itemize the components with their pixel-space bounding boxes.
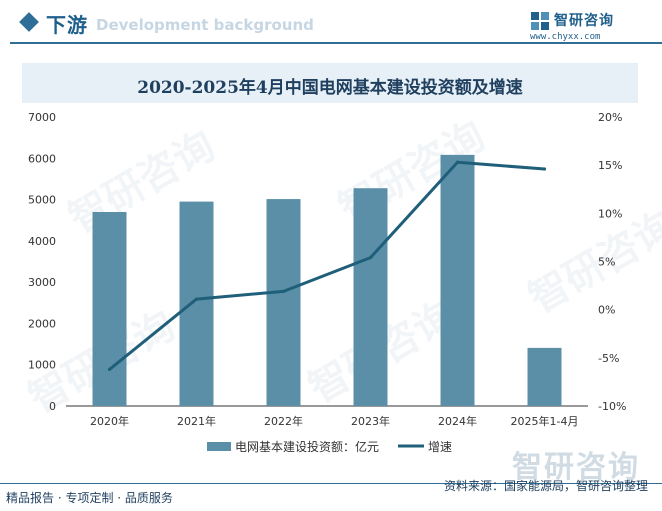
diamond-icon <box>19 12 39 32</box>
legend-bar-label: 电网基本建设投资额：亿元 <box>235 439 379 454</box>
bar <box>353 188 388 406</box>
y-left-tick-label: 7000 <box>28 111 56 124</box>
y-axis-left: 0 1000 2000 3000 4000 5000 6000 7000 <box>28 111 56 413</box>
watermark-logo: 智研咨询 <box>512 450 640 485</box>
y-right-tick-label: 10% <box>598 207 622 220</box>
growth-point <box>542 167 547 171</box>
x-tick-label: 2021年 <box>177 414 216 428</box>
legend: 电网基本建设投资额：亿元 增速 <box>207 439 452 454</box>
growth-point <box>455 160 460 164</box>
x-tick-label: 2023年 <box>351 414 390 428</box>
bar <box>92 211 127 406</box>
logo-name: 智研咨询 <box>554 13 614 29</box>
x-axis-labels: 2020年 2021年 2022年 2023年 2024年 2025年1-4月 <box>90 414 578 428</box>
chart-title: 2020-2025年4月中国电网基本建设投资额及增速 <box>137 78 523 98</box>
footer-divider <box>0 483 662 484</box>
combo-chart: 0 1000 2000 3000 4000 5000 6000 7000 -10% -5% 0% 5… <box>28 111 626 454</box>
y-left-tick-label: 4000 <box>28 235 56 248</box>
x-tick-label: 2024年 <box>438 414 477 428</box>
header-divider <box>10 42 662 44</box>
y-left-tick-label: 5000 <box>28 194 56 207</box>
section-title: 下游 <box>46 13 88 37</box>
bar <box>440 154 475 406</box>
x-tick-label: 2025年1-4月 <box>511 414 579 428</box>
growth-line <box>108 160 545 371</box>
section-header: Development background 下游 智研咨询 www.chyxx… <box>0 0 662 46</box>
y-right-tick-label: 20% <box>598 111 622 124</box>
line-series <box>107 160 547 371</box>
growth-point <box>107 367 112 371</box>
footer-slogan: 精品报告 · 专项定制 · 品质服务 <box>6 491 173 505</box>
y-right-tick-label: 15% <box>598 159 622 172</box>
growth-point <box>194 297 199 301</box>
y-right-tick-label: -10% <box>598 400 626 413</box>
data-source: 资料来源：国家能源局，智研咨询整理 <box>443 479 648 493</box>
growth-point <box>368 256 373 260</box>
bar <box>179 201 214 406</box>
bar <box>527 347 562 406</box>
x-tick-label: 2020年 <box>90 414 129 428</box>
y-left-tick-label: 1000 <box>28 359 56 372</box>
y-left-tick-label: 3000 <box>28 276 56 289</box>
y-left-tick-label: 6000 <box>28 152 56 165</box>
bar <box>266 199 301 406</box>
legend-bar-swatch <box>207 442 231 451</box>
zhiyan-logo-icon <box>531 12 549 30</box>
section-subtitle: Development background <box>96 16 314 34</box>
y-right-tick-label: -5% <box>598 352 619 365</box>
logo: 智研咨询 www.chyxx.com <box>530 10 650 46</box>
y-right-tick-label: 5% <box>598 256 615 269</box>
y-axis-right: -10% -5% 0% 5% 10% 15% 20% <box>598 111 626 413</box>
y-right-tick-label: 0% <box>598 304 615 317</box>
legend-line-label: 增速 <box>428 440 452 454</box>
y-left-tick-label: 2000 <box>28 317 56 330</box>
growth-point <box>281 289 286 293</box>
bar-series <box>92 154 562 406</box>
logo-url: www.chyxx.com <box>530 32 601 42</box>
x-tick-label: 2022年 <box>264 414 303 428</box>
y-left-tick-label: 0 <box>49 400 56 413</box>
chart-title-box: 2020-2025年4月中国电网基本建设投资额及增速 <box>22 63 638 103</box>
